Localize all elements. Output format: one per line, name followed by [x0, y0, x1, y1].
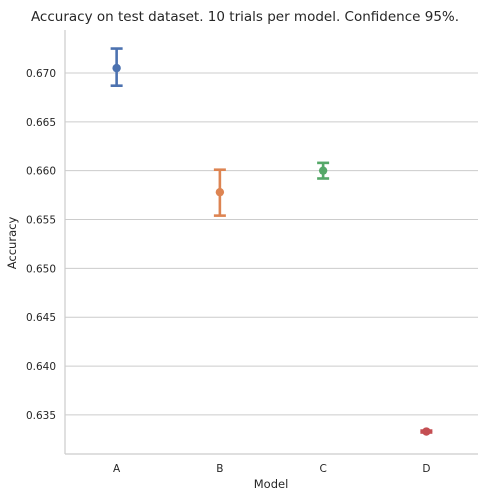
data-points	[110, 47, 433, 436]
x-axis-label: Model	[254, 477, 289, 491]
y-tick-label: 0.655	[26, 215, 56, 227]
axis-spines	[64, 30, 478, 455]
y-tick-label: 0.645	[26, 312, 56, 324]
y-tick-label: 0.670	[26, 68, 56, 80]
grid-lines	[65, 72, 478, 416]
x-tick-label: A	[113, 463, 121, 475]
mean-point	[318, 166, 328, 175]
mean-point	[215, 187, 225, 197]
point-group-d	[420, 427, 433, 436]
y-tick-label: 0.650	[26, 263, 56, 275]
y-tick-label: 0.660	[26, 166, 56, 178]
mean-point	[112, 63, 121, 73]
point-group-b	[213, 168, 226, 217]
x-tick-labels: A B C D	[113, 463, 430, 475]
y-tick-label: 0.640	[26, 361, 56, 373]
y-axis-label: Accuracy	[5, 217, 19, 270]
chart-title: Accuracy on test dataset. 10 trials per …	[31, 9, 459, 25]
x-tick-label: C	[319, 463, 326, 475]
mean-point	[422, 427, 431, 436]
y-tick-label: 0.635	[26, 410, 56, 422]
x-tick-label: B	[216, 463, 223, 475]
point-group-a	[110, 47, 123, 87]
point-group-c	[317, 161, 330, 180]
y-tick-label: 0.665	[26, 117, 56, 129]
y-tick-labels: 0.635 0.640 0.645 0.650 0.655 0.660 0.665 0.670	[26, 68, 56, 422]
x-tick-label: D	[422, 463, 430, 475]
